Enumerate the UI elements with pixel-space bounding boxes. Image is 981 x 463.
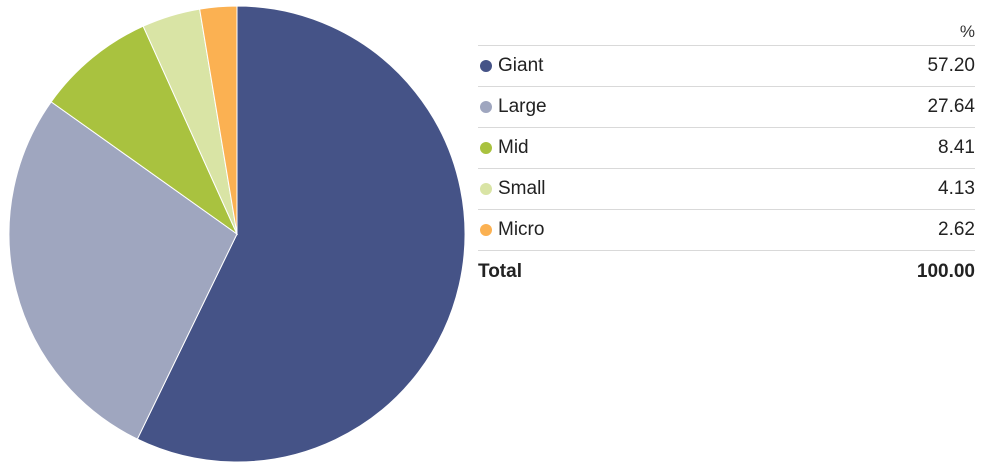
legend-label-text: Large xyxy=(498,96,547,117)
legend-label-text: Micro xyxy=(498,219,545,240)
legend-value: 8.41 xyxy=(938,137,975,158)
legend-swatch-icon xyxy=(480,183,492,195)
legend-label: Small xyxy=(478,178,546,200)
pie-chart xyxy=(8,5,466,463)
legend-label-text: Mid xyxy=(498,137,529,158)
legend-value: 27.64 xyxy=(927,96,975,117)
legend-label: Mid xyxy=(478,137,529,159)
legend-swatch-icon xyxy=(480,142,492,154)
total-label: Total xyxy=(478,260,522,282)
legend-value: 57.20 xyxy=(927,55,975,76)
legend-label: Large xyxy=(478,96,547,118)
legend-table: % Giant 57.20 Large 27.64 Mid 8.41 Small 4.13 Mi… xyxy=(478,12,975,292)
legend-label-text: Giant xyxy=(498,55,544,76)
column-header: % xyxy=(478,12,975,46)
legend-row-micro: Micro 2.62 xyxy=(478,210,975,251)
legend-row-large: Large 27.64 xyxy=(478,87,975,128)
pie-slice-micro xyxy=(199,5,238,235)
legend-row-giant: Giant 57.20 xyxy=(478,46,975,87)
total-row: Total 100.00 xyxy=(478,251,975,292)
total-value: 100.00 xyxy=(916,260,975,282)
legend-swatch-icon xyxy=(480,60,492,72)
legend-row-small: Small 4.13 xyxy=(478,169,975,210)
pie-slice-mid xyxy=(50,25,239,236)
legend-swatch-icon xyxy=(480,101,492,113)
legend-label: Micro xyxy=(478,219,544,241)
pie-slice-large xyxy=(8,101,238,440)
legend-rows: Giant 57.20 Large 27.64 Mid 8.41 Small 4.13 Micr… xyxy=(478,46,975,251)
legend-swatch-icon xyxy=(480,224,492,236)
legend-value: 4.13 xyxy=(938,178,975,199)
legend-label-text: Small xyxy=(498,178,546,199)
legend-row-mid: Mid 8.41 xyxy=(478,128,975,169)
legend-label: Giant xyxy=(478,55,543,77)
legend-value: 2.62 xyxy=(938,219,975,240)
